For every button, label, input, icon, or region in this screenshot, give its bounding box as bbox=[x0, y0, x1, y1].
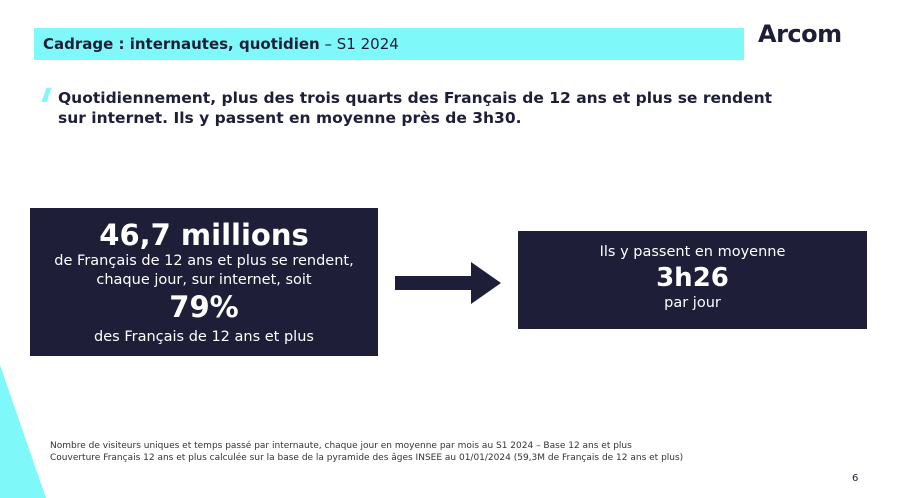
time-value: 3h26 bbox=[656, 263, 729, 293]
audience-value: 46,7 millions bbox=[99, 218, 309, 252]
page-number: 6 bbox=[852, 473, 859, 484]
audience-text-2: chaque jour, sur internet, soit bbox=[96, 272, 312, 288]
header-title: Cadrage : internautes, quotidien bbox=[43, 35, 320, 53]
footnotes: Nombre de visiteurs uniques et temps pas… bbox=[50, 440, 683, 464]
arrow-right-icon bbox=[395, 262, 501, 304]
audience-text-1: de Français de 12 ans et plus se rendent… bbox=[54, 253, 354, 269]
audience-text-3: des Français de 12 ans et plus bbox=[94, 329, 314, 345]
header-period: – S1 2024 bbox=[319, 35, 399, 53]
arcom-logo: Arcom bbox=[758, 20, 842, 48]
time-box: Ils y passent en moyenne 3h26 par jour bbox=[518, 231, 867, 329]
time-text-1: Ils y passent en moyenne bbox=[599, 244, 786, 260]
footnote: Couverture Français 12 ans et plus calcu… bbox=[50, 453, 684, 463]
decorative-triangle bbox=[0, 365, 46, 498]
footnote: Nombre de visiteurs uniques et temps pas… bbox=[50, 441, 632, 451]
section-header: Cadrage : internautes, quotidien – S1 20… bbox=[34, 28, 744, 60]
time-text-2: par jour bbox=[664, 295, 721, 311]
audience-percent: 79% bbox=[169, 290, 239, 324]
headline: Quotidiennement, plus des trois quarts d… bbox=[58, 89, 773, 127]
audience-box: 46,7 millions de Français de 12 ans et p… bbox=[30, 208, 378, 356]
